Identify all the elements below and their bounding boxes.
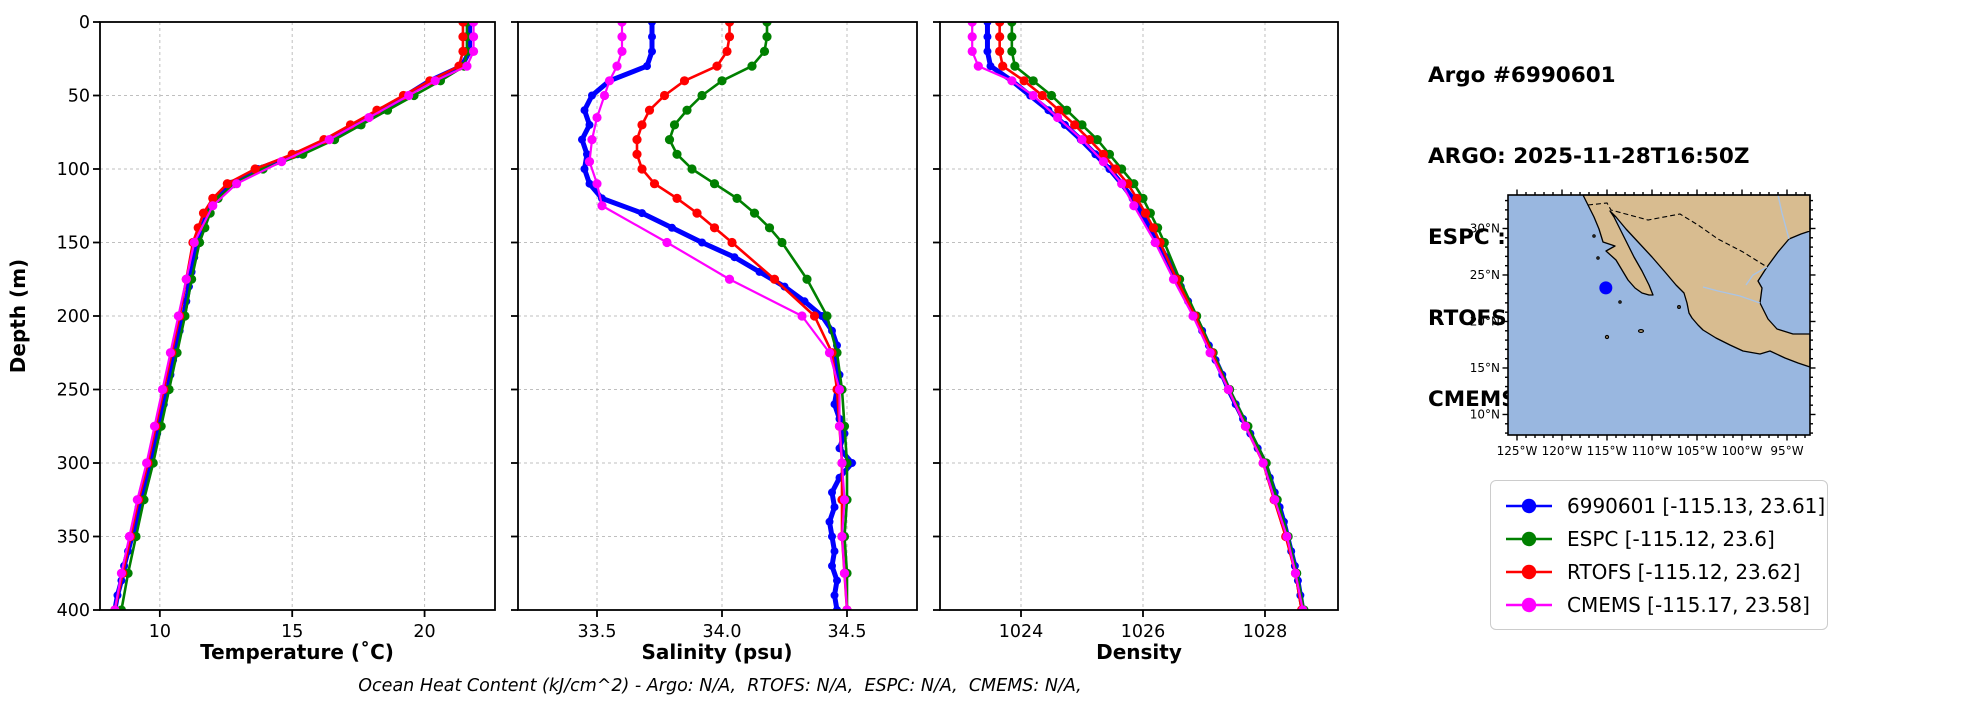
curve-cmems xyxy=(113,22,475,610)
svg-text:25°N: 25°N xyxy=(1470,268,1500,282)
legend-marker-icon xyxy=(1506,597,1552,612)
map-river-2 xyxy=(1702,286,1761,304)
salinity-axis-title: Salinity (psu) xyxy=(641,640,793,664)
svg-text:95°W: 95°W xyxy=(1770,444,1803,458)
map-frame xyxy=(1507,194,1811,436)
mexico-landmass xyxy=(1582,194,1811,368)
temperature-axis-title: Temperature (˚C) xyxy=(200,640,394,664)
svg-text:10: 10 xyxy=(149,622,171,642)
svg-text:30°N: 30°N xyxy=(1470,221,1500,235)
svg-text:15°N: 15°N xyxy=(1470,361,1500,375)
legend-item: ESPC [-115.12, 23.6] xyxy=(1503,522,1827,555)
series-temperature xyxy=(110,22,479,610)
map-land xyxy=(1582,194,1811,368)
svg-text:34.0: 34.0 xyxy=(703,622,742,642)
svg-text:100: 100 xyxy=(57,160,90,180)
svg-text:1028: 1028 xyxy=(1243,622,1288,642)
float-marker xyxy=(1599,281,1613,295)
svg-text:200: 200 xyxy=(57,307,90,327)
ohc-footer: Ocean Heat Content (kJ/cm^2) - Argo: N/A… xyxy=(358,676,1082,696)
map-river-3 xyxy=(1745,266,1768,286)
svg-text:250: 250 xyxy=(57,381,90,401)
legend-item: RTOFS [-115.12, 23.62] xyxy=(1503,555,1827,588)
legend-label: ESPC [-115.12, 23.6] xyxy=(1567,526,1775,551)
legend-marker-icon xyxy=(1506,564,1552,579)
curve-rtofs xyxy=(113,22,465,610)
density-axis-title: Density xyxy=(1096,640,1182,664)
svg-text:34.5: 34.5 xyxy=(828,622,867,642)
svg-text:33.5: 33.5 xyxy=(578,622,617,642)
legend-label: CMEMS [-115.17, 23.58] xyxy=(1567,592,1810,617)
svg-text:350: 350 xyxy=(57,528,90,548)
svg-text:120°W: 120°W xyxy=(1542,444,1583,458)
us-mexico-border xyxy=(1587,202,1768,268)
legend-label: RTOFS [-115.12, 23.62] xyxy=(1567,559,1801,584)
location-map: 125°W 120°W 115°W 110°W 105°W 100°W 95°W 30°N 25… xyxy=(1470,189,1816,458)
argo-timestamp: ARGO: 2025-11-28T16:50Z xyxy=(1428,144,1750,169)
svg-text:100°W: 100°W xyxy=(1722,444,1763,458)
svg-text:125°W: 125°W xyxy=(1497,444,1538,458)
svg-text:400: 400 xyxy=(57,601,90,621)
svg-text:20°N: 20°N xyxy=(1470,314,1500,328)
svg-text:10°N: 10°N xyxy=(1470,407,1500,421)
svg-text:300: 300 xyxy=(57,454,90,474)
series-salinity xyxy=(578,22,856,610)
profile-legend: 6990601 [-115.13, 23.61] ESPC [-115.12, 2… xyxy=(1490,480,1828,630)
map-ticks: 125°W 120°W 115°W 110°W 105°W 100°W 95°W 30°N 25… xyxy=(1470,189,1816,458)
legend-label: 6990601 [-115.13, 23.61] xyxy=(1567,493,1826,518)
float-title: Argo #6990601 xyxy=(1428,63,1616,88)
svg-text:110°W: 110°W xyxy=(1632,444,1673,458)
legend-marker-icon xyxy=(1506,498,1552,513)
svg-text:1026: 1026 xyxy=(1121,622,1166,642)
series-density xyxy=(967,22,1309,610)
legend-marker-icon xyxy=(1506,531,1552,546)
map-islands xyxy=(1592,234,1681,340)
svg-text:50: 50 xyxy=(68,87,90,107)
svg-text:20: 20 xyxy=(413,622,435,642)
svg-text:15: 15 xyxy=(281,622,303,642)
legend-item: CMEMS [-115.17, 23.58] xyxy=(1503,588,1827,621)
curve-cmems xyxy=(588,22,849,610)
curve-cmems xyxy=(971,22,1304,610)
svg-text:1024: 1024 xyxy=(999,622,1044,642)
svg-text:105°W: 105°W xyxy=(1677,444,1718,458)
map-river-1 xyxy=(1777,194,1790,240)
svg-text:0: 0 xyxy=(79,13,90,33)
svg-text:150: 150 xyxy=(57,234,90,254)
svg-text:115°W: 115°W xyxy=(1587,444,1628,458)
legend-item: 6990601 [-115.13, 23.61] xyxy=(1503,489,1827,522)
